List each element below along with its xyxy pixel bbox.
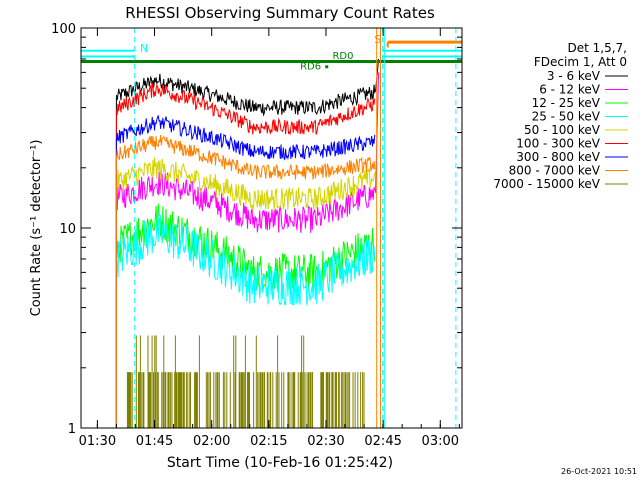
series-line [115, 203, 376, 293]
series-7000-15000keV [126, 335, 365, 428]
legend-header-2: FDecim 1, Att 0 [534, 55, 627, 69]
timestamp-text: 26-Oct-2021 10:51 [561, 467, 637, 476]
marker-label-RD0: RD0 [332, 51, 353, 62]
y-axis-label: Count Rate (s⁻¹ detector⁻¹) [29, 140, 44, 317]
x-tick-label: 02:30 [307, 434, 344, 449]
rd6-point [325, 65, 329, 69]
series-line [115, 171, 376, 233]
chart-title: RHESSI Observing Summary Count Rates [125, 4, 435, 22]
legend-label: 800 - 7000 keV [509, 164, 601, 178]
legend-label: 50 - 100 keV [524, 123, 601, 137]
marker-label-N: N [140, 42, 148, 55]
series-line [115, 135, 376, 180]
legend-label: 25 - 50 keV [532, 110, 601, 124]
x-tick-label: 02:00 [193, 434, 230, 449]
series-800-7000keV [115, 135, 376, 428]
series-line [115, 73, 376, 117]
legend-label: 3 - 6 keV [547, 69, 601, 83]
x-tick-label: 01:45 [136, 434, 173, 449]
y-tick-label: 1 [68, 422, 76, 437]
ticks-layer: 01:30 01:45 02:00 02:15 02:30 02:45 03:00 1 10 10… [51, 22, 462, 449]
legend-label: 300 - 800 keV [516, 150, 600, 164]
legend-header-1: Det 1,5,7, [568, 41, 628, 55]
y-tick-label: 100 [51, 22, 76, 37]
marker-label-S: S [374, 33, 381, 46]
series-line [115, 115, 376, 161]
series-line [115, 82, 376, 136]
series-line [115, 157, 376, 211]
x-tick-label: 02:45 [364, 434, 401, 449]
legend-label: 100 - 300 keV [516, 137, 600, 151]
x-tick-label: 01:30 [79, 434, 116, 449]
legend-label: 7000 - 15000 keV [493, 177, 600, 191]
marker-label-RD6: RD6 [300, 62, 321, 73]
data-layer [115, 58, 380, 428]
legend-label: 12 - 25 keV [532, 96, 601, 110]
x-tick-label: 02:15 [250, 434, 287, 449]
y-tick-label: 10 [59, 222, 76, 237]
legend-label: 6 - 12 keV [539, 83, 601, 97]
series-line [115, 211, 376, 306]
x-tick-label: 03:00 [422, 434, 459, 449]
x-axis-label: Start Time (10-Feb-16 01:25:42) [167, 455, 393, 471]
